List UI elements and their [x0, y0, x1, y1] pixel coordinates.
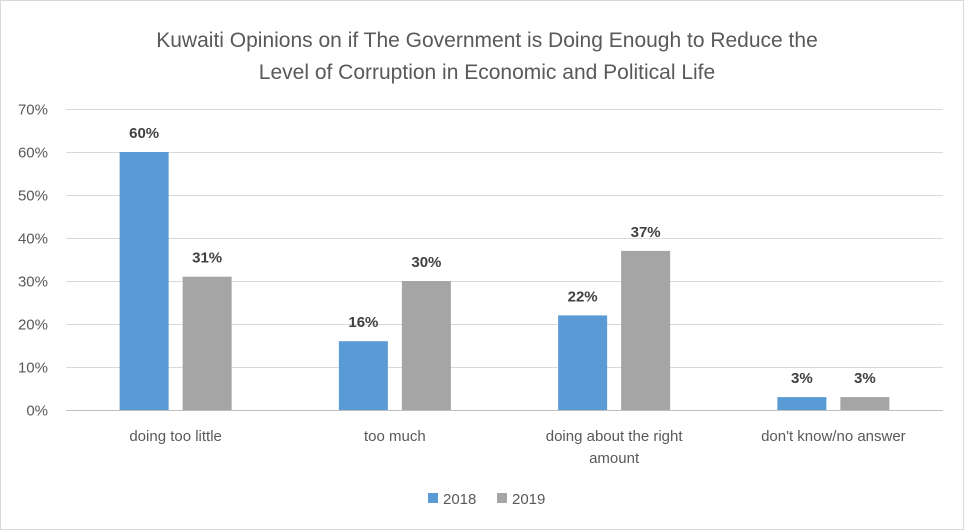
data-label-2019: 37% [631, 224, 661, 241]
data-label-2018: 22% [568, 288, 598, 305]
y-tick-label: 30% [18, 274, 48, 291]
data-label-2019: 30% [411, 254, 441, 271]
y-tick-label: 50% [18, 188, 48, 205]
bar-2019-2 [621, 250, 671, 410]
legend-swatch-2019 [497, 493, 507, 503]
data-label-2018: 16% [348, 314, 378, 331]
bar-2018-0 [119, 152, 169, 410]
bars [119, 152, 890, 410]
x-axis-categories: doing too little too much doing about the … [129, 428, 905, 467]
y-tick-label: 40% [18, 231, 48, 248]
y-tick-label: 70% [18, 102, 48, 119]
data-labels: 60% 31% 16% 30% 22% 37% 3% 3% [129, 125, 876, 387]
bar-2019-1 [401, 281, 451, 410]
bar-2018-1 [338, 341, 388, 410]
chart-title-line-1: Kuwaiti Opinions on if The Government is… [156, 29, 818, 52]
y-axis-ticks: 0% 10% 20% 30% 40% 50% 60% 70% [18, 102, 48, 420]
data-label-2018: 60% [129, 125, 159, 142]
x-category-label: too much [364, 428, 426, 445]
bar-2018-3 [777, 397, 827, 410]
x-category-label: amount [589, 450, 640, 467]
bar-2018-2 [558, 315, 608, 410]
bar-2019-0 [182, 276, 232, 410]
bar-2019-3 [840, 397, 890, 410]
data-label-2019: 31% [192, 250, 222, 267]
y-tick-label: 60% [18, 145, 48, 162]
chart-title-line-2: Level of Corruption in Economic and Poli… [259, 61, 715, 84]
data-label-2019: 3% [854, 370, 876, 387]
x-category-label: don't know/no answer [761, 428, 906, 445]
legend-label-2019: 2019 [512, 491, 545, 508]
legend-label-2018: 2018 [443, 491, 476, 508]
data-label-2018: 3% [791, 370, 813, 387]
chart-title: Kuwaiti Opinions on if The Government is… [156, 29, 818, 84]
x-category-label: doing about the right [546, 428, 684, 445]
y-tick-label: 10% [18, 360, 48, 377]
legend: 2018 2019 [428, 491, 545, 508]
legend-swatch-2018 [428, 493, 438, 503]
y-tick-label: 20% [18, 317, 48, 334]
y-tick-label: 0% [26, 403, 48, 420]
x-category-label: doing too little [129, 428, 222, 445]
